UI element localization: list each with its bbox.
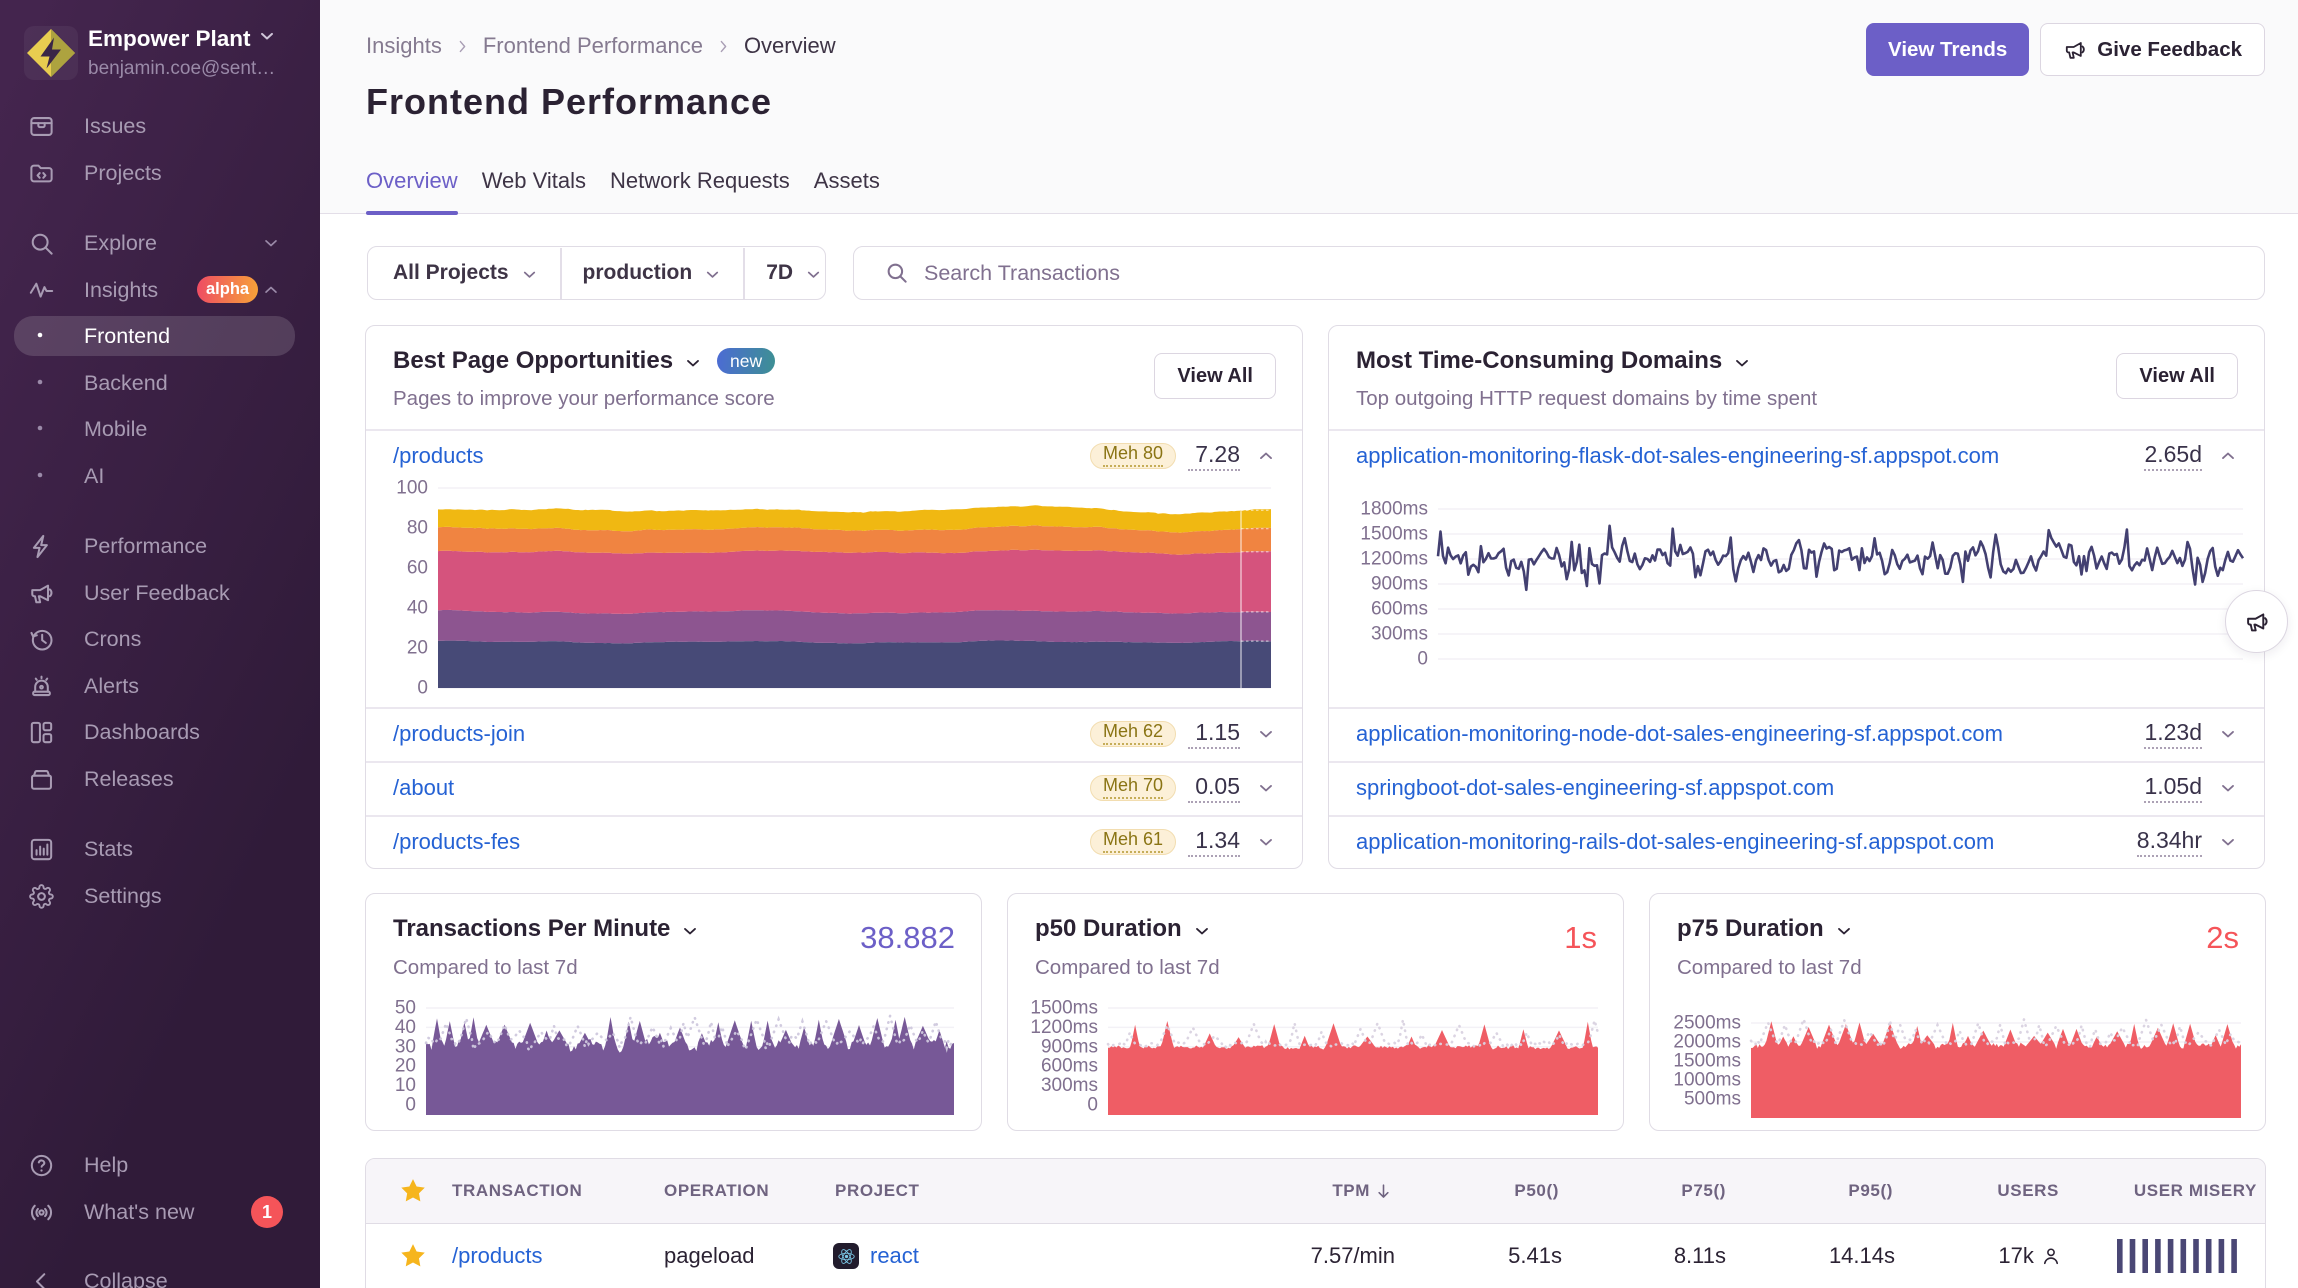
svg-text:0: 0	[1087, 1095, 1098, 1116]
svg-text:20: 20	[395, 1056, 416, 1077]
svg-text:500ms: 500ms	[1684, 1089, 1741, 1110]
svg-text:10: 10	[395, 1075, 416, 1096]
svg-text:60: 60	[407, 558, 428, 579]
svg-text:2000ms: 2000ms	[1673, 1032, 1741, 1053]
svg-text:600ms: 600ms	[1041, 1056, 1098, 1077]
svg-text:1500ms: 1500ms	[1673, 1051, 1741, 1072]
svg-text:600ms: 600ms	[1371, 599, 1428, 620]
svg-text:0: 0	[1417, 649, 1428, 670]
svg-text:1200ms: 1200ms	[1030, 1017, 1098, 1038]
svg-text:0: 0	[417, 678, 428, 699]
svg-text:2500ms: 2500ms	[1673, 1013, 1741, 1034]
svg-text:900ms: 900ms	[1041, 1036, 1098, 1057]
svg-text:0: 0	[405, 1095, 416, 1116]
svg-text:30: 30	[395, 1036, 416, 1057]
svg-text:100: 100	[396, 478, 428, 499]
svg-text:1200ms: 1200ms	[1360, 549, 1428, 570]
svg-text:1500ms: 1500ms	[1030, 998, 1098, 1019]
svg-text:50: 50	[395, 998, 416, 1019]
svg-text:900ms: 900ms	[1371, 574, 1428, 595]
svg-text:40: 40	[407, 598, 428, 619]
svg-text:1800ms: 1800ms	[1360, 499, 1428, 520]
svg-text:1000ms: 1000ms	[1673, 1070, 1741, 1091]
svg-text:300ms: 300ms	[1371, 624, 1428, 645]
svg-text:300ms: 300ms	[1041, 1075, 1098, 1096]
svg-text:1500ms: 1500ms	[1360, 524, 1428, 545]
svg-text:20: 20	[407, 638, 428, 659]
svg-text:40: 40	[395, 1017, 416, 1038]
svg-text:80: 80	[407, 518, 428, 539]
